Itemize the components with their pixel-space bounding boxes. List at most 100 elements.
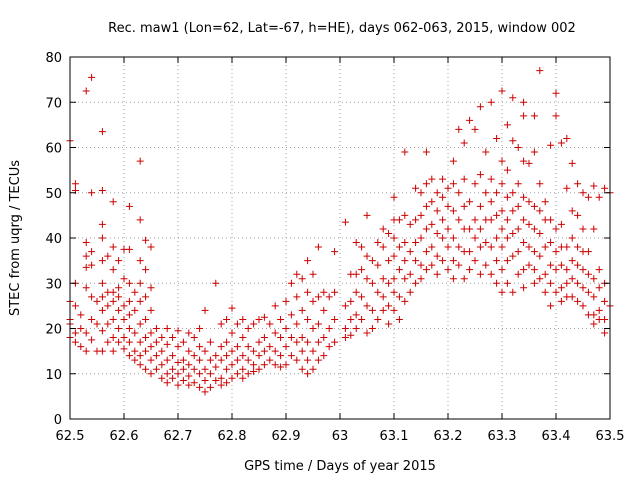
data-point	[401, 275, 409, 283]
data-point	[401, 297, 409, 305]
data-point	[449, 180, 457, 188]
data-point	[412, 184, 420, 192]
data-point	[460, 202, 468, 210]
data-point	[412, 257, 420, 265]
data-point	[557, 284, 565, 292]
data-point	[201, 347, 209, 355]
data-point	[503, 193, 511, 201]
data-point	[98, 220, 106, 228]
data-point	[217, 356, 225, 364]
data-point	[287, 352, 295, 360]
data-point	[131, 356, 139, 364]
data-point	[536, 252, 544, 260]
data-point	[379, 243, 387, 251]
data-point	[223, 365, 231, 373]
data-point	[282, 297, 290, 305]
data-point	[574, 261, 582, 269]
data-point	[390, 252, 398, 260]
data-point	[601, 315, 609, 323]
data-point	[363, 329, 371, 337]
data-point	[444, 184, 452, 192]
data-point	[282, 325, 290, 332]
data-point	[179, 338, 187, 346]
data-point	[309, 347, 317, 355]
data-point	[250, 361, 258, 369]
data-point	[98, 306, 106, 314]
data-point	[77, 311, 85, 319]
data-point	[449, 234, 457, 242]
data-point	[374, 239, 382, 247]
x-axis: 62.5 62.6 62.7 62.8 62.9 63 63.1 63.2 63.3 63.4 63…	[56, 57, 624, 444]
data-point	[125, 279, 133, 287]
data-points	[66, 67, 614, 396]
data-point	[433, 189, 441, 197]
data-point	[428, 220, 436, 228]
data-point	[541, 243, 549, 251]
data-point	[476, 225, 484, 233]
data-point	[282, 343, 290, 351]
data-point	[574, 180, 582, 188]
data-point	[325, 343, 333, 351]
data-point	[163, 379, 171, 387]
data-point	[536, 229, 544, 237]
data-point	[358, 293, 366, 301]
data-point	[277, 363, 285, 371]
data-point	[401, 148, 409, 156]
data-point	[212, 279, 220, 287]
data-point	[109, 198, 117, 206]
data-point	[341, 334, 349, 342]
data-point	[379, 293, 387, 301]
data-point	[142, 236, 150, 244]
data-point	[136, 279, 144, 287]
data-point	[390, 288, 398, 296]
data-point	[152, 352, 160, 360]
data-point	[169, 374, 177, 382]
data-point	[520, 157, 528, 165]
data-point	[244, 325, 252, 332]
data-point	[509, 288, 517, 296]
data-point	[487, 270, 495, 278]
data-point	[120, 334, 128, 342]
data-point	[590, 311, 598, 319]
data-point	[136, 320, 144, 328]
y-tick-label: 60	[45, 142, 62, 157]
data-point	[401, 239, 409, 247]
data-point	[374, 315, 382, 323]
data-point	[379, 306, 387, 314]
data-point	[444, 266, 452, 274]
data-point	[244, 356, 252, 364]
data-point	[304, 356, 312, 364]
data-point	[401, 211, 409, 219]
data-point	[201, 377, 209, 385]
data-point	[309, 270, 317, 278]
data-point	[590, 293, 598, 301]
x-tick-label: 62.8	[218, 429, 247, 444]
data-point	[433, 270, 441, 278]
data-point	[493, 234, 501, 242]
data-point	[422, 225, 430, 233]
data-point	[115, 338, 123, 346]
data-point	[287, 334, 295, 342]
data-point	[466, 116, 474, 124]
data-point	[115, 306, 123, 314]
data-point	[190, 352, 198, 360]
data-point	[206, 338, 214, 346]
data-point	[304, 338, 312, 346]
data-point	[514, 180, 522, 188]
data-point	[417, 275, 425, 283]
data-point	[82, 252, 90, 260]
data-point	[547, 239, 555, 247]
data-point	[136, 157, 144, 165]
data-point	[115, 257, 123, 265]
data-point	[82, 329, 90, 337]
data-point	[503, 166, 511, 174]
data-point	[455, 261, 463, 269]
data-point	[476, 103, 484, 111]
data-point	[503, 234, 511, 242]
data-point	[255, 338, 263, 346]
data-point	[125, 325, 133, 332]
data-point	[298, 334, 306, 342]
data-point	[142, 334, 150, 342]
data-point	[233, 356, 241, 364]
data-point	[428, 175, 436, 183]
